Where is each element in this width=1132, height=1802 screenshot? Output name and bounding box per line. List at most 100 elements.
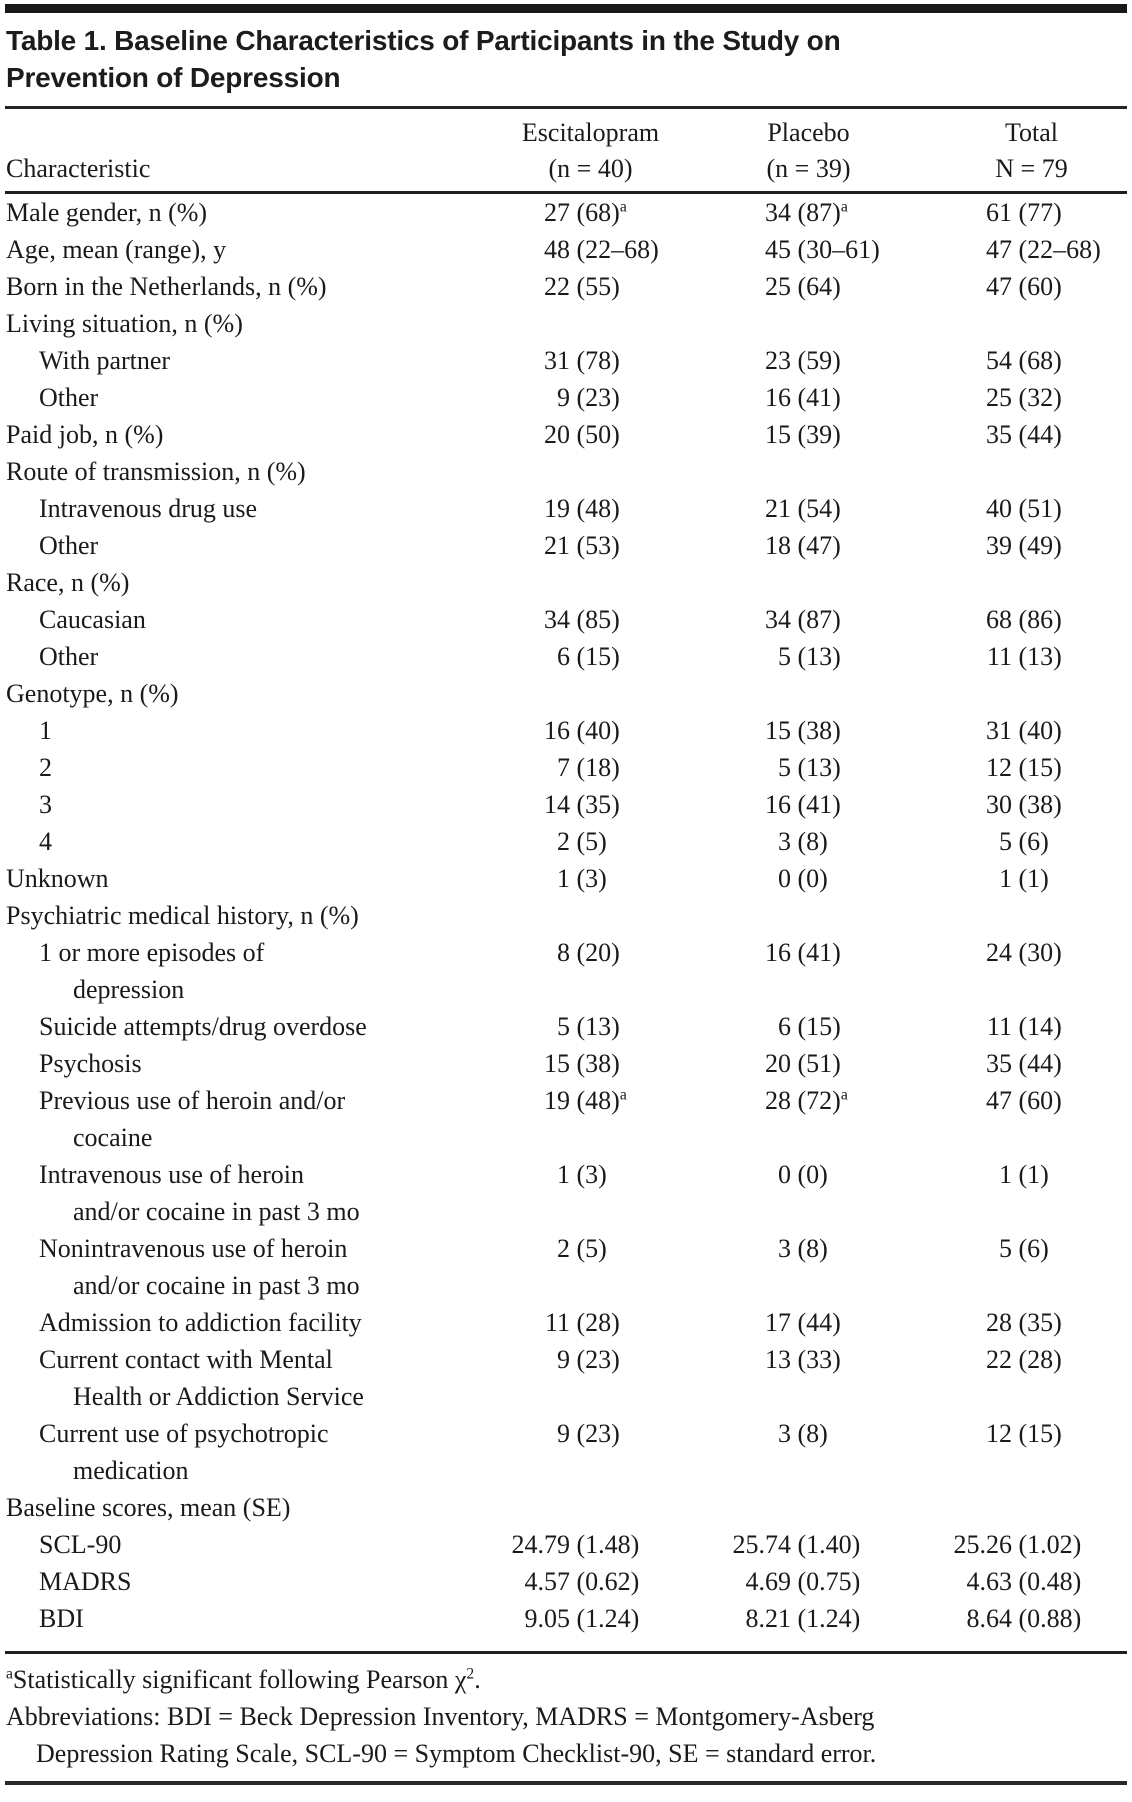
table-row: Other 6 (15) 5 (13) 11 (13) [5,638,1127,675]
cell-percentage: (1) [1012,1160,1049,1189]
cell-number: 45 [765,235,791,264]
cell-percentage: (3) [570,864,607,893]
cell-percentage: (22–68) [1012,235,1101,264]
cell-percentage: (35) [570,790,620,819]
cell-percentage: (5) [570,827,607,856]
characteristic-label: Race, n (%) [6,568,130,597]
value-cell: 3 (8) [681,823,902,860]
value-cell: 25.26 (1.02) [902,1526,1127,1563]
value-cell: 4.69 (0.75) [681,1563,902,1600]
cell-number: 6 [557,642,570,671]
cell-percentage: (32) [1012,383,1062,412]
placebo-header-label: Placebo [767,118,850,147]
value-cell [902,453,1127,490]
cell-percentage: (59) [791,346,841,375]
cell-percentage: (55) [570,272,620,301]
cell-number: 11 [986,1012,1012,1041]
value-cell: 9 (23) [460,1341,681,1415]
characteristic-label: Psychosis [39,1049,142,1078]
characteristic-label: Current use of psychotropic [39,1419,329,1448]
value-cell: 15 (38) [681,712,902,749]
cell-percentage: (38) [791,716,841,745]
value-cell [460,564,681,601]
cell-number: 15 [765,420,791,449]
cell-percentage: (1.24) [570,1604,640,1633]
column-header-total: Total N = 79 [902,109,1127,194]
top-rule [5,4,1127,13]
cell-percentage: (68) [570,198,620,227]
cell-percentage: (5) [570,1234,607,1263]
cell-percentage: (72) [791,1086,841,1115]
cell-percentage: (15) [1012,1419,1062,1448]
cell-percentage: (68) [1012,346,1062,375]
significance-marker: a [840,198,848,216]
characteristic-label-continuation: and/or cocaine in past 3 mo [73,1271,360,1300]
table-row: Intravenous use of heroin and/or cocaine … [5,1156,1127,1230]
characteristic-label: Admission to addiction facility [39,1308,362,1337]
characteristic-label: Current contact with Mental [39,1345,333,1374]
characteristic-label: Caucasian [39,605,146,634]
value-cell: 39 (49) [902,527,1127,564]
value-cell: 19 (48)a [460,1082,681,1156]
characteristic-label: MADRS [39,1567,132,1596]
cell-number: 9 [557,1345,570,1374]
cell-number: 15 [544,1049,570,1078]
characteristic-cell: Race, n (%) [5,564,460,601]
value-cell: 9 (23) [460,379,681,416]
characteristic-label: Other [39,531,99,560]
characteristic-label: Genotype, n (%) [6,679,179,708]
cell-number: 31 [986,716,1012,745]
value-cell: 8 (20) [460,934,681,1008]
table-title-line1: Table 1. Baseline Characteristics of Par… [6,25,841,56]
table-row: Psychiatric medical history, n (%) [5,897,1127,934]
value-cell: 2 (5) [460,823,681,860]
cell-percentage: (39) [791,420,841,449]
cell-number: 9.05 [524,1604,571,1633]
characteristic-cell: 1 or more episodes of depression [5,934,460,1008]
cell-percentage: (6) [1012,827,1049,856]
value-cell: 28 (35) [902,1304,1127,1341]
characteristic-cell: Suicide attempts/drug overdose [5,1008,460,1045]
cell-number: 7 [557,753,570,782]
cell-number: 3 [778,827,791,856]
characteristic-cell: With partner [5,342,460,379]
characteristic-cell: Psychiatric medical history, n (%) [5,897,460,934]
cell-percentage: (13) [570,1012,620,1041]
cell-percentage: (50) [570,420,620,449]
characteristic-cell: 3 [5,786,460,823]
value-cell: 0 (0) [681,1156,902,1230]
value-cell: 21 (53) [460,527,681,564]
value-cell: 27 (68)a [460,193,681,232]
cell-percentage: (44) [1012,420,1062,449]
characteristic-cell: Unknown [5,860,460,897]
cell-number: 4.63 [966,1567,1013,1596]
characteristic-label: Unknown [6,864,109,893]
characteristic-label: Nonintravenous use of heroin [39,1234,348,1263]
characteristic-cell: Other [5,527,460,564]
cell-number: 28 [986,1308,1012,1337]
value-cell: 45 (30–61) [681,231,902,268]
table-row: Previous use of heroin and/or cocaine 19 (… [5,1082,1127,1156]
cell-percentage: (30–61) [791,235,880,264]
value-cell: 12 (15) [902,1415,1127,1489]
cell-percentage: (40) [570,716,620,745]
characteristic-label: 1 or more episodes of [39,938,265,967]
value-cell: 25 (32) [902,379,1127,416]
table-row: MADRS 4.57 (0.62) 4.69 (0.75) 4.63 (0.48) [5,1563,1127,1600]
cell-number: 1 [557,1160,570,1189]
value-cell: 17 (44) [681,1304,902,1341]
cell-number: 24.79 [511,1530,571,1559]
cell-number: 4.57 [524,1567,571,1596]
cell-number: 2 [557,827,570,856]
characteristic-label: Psychiatric medical history, n (%) [6,901,359,930]
cell-percentage: (15) [570,642,620,671]
cell-number: 16 [765,790,791,819]
value-cell [460,675,681,712]
cell-number: 31 [544,346,570,375]
cell-percentage: (15) [1012,753,1062,782]
value-cell: 25.74 (1.40) [681,1526,902,1563]
cell-number: 2 [557,1234,570,1263]
cell-percentage: (30) [1012,938,1062,967]
column-header-characteristic: Characteristic [5,109,460,194]
cell-percentage: (49) [1012,531,1062,560]
